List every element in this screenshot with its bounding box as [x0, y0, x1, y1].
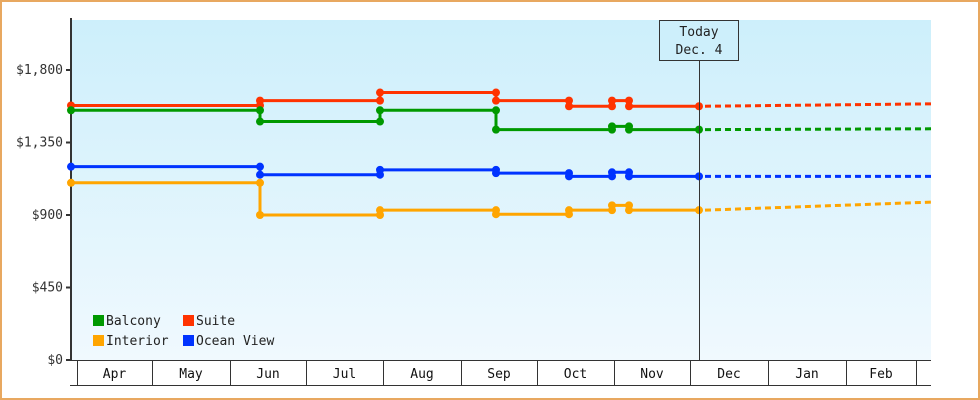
data-point-marker[interactable] — [608, 122, 616, 131]
data-point-marker[interactable] — [625, 172, 633, 181]
data-point-marker[interactable] — [608, 168, 616, 177]
x-axis: Apr May Jun Jul Aug Sep Oct Nov Dec Jan Feb — [70, 360, 931, 386]
forecast-line — [704, 200, 932, 212]
data-point-marker[interactable] — [565, 206, 573, 215]
month-label-jun: Jun — [256, 367, 279, 382]
legend: Balcony Suite Interior Ocean View — [93, 314, 274, 349]
month-label-may: May — [179, 367, 203, 382]
data-point-marker[interactable] — [492, 96, 500, 105]
month-label-jul: Jul — [333, 367, 356, 382]
today-date: Dec. 4 — [676, 43, 723, 58]
legend-label: Suite — [196, 314, 235, 329]
data-point-marker[interactable] — [67, 178, 75, 187]
data-point-marker[interactable] — [608, 96, 616, 105]
data-point-marker[interactable] — [67, 106, 75, 115]
data-point-marker[interactable] — [67, 162, 75, 171]
data-point-marker[interactable] — [376, 165, 384, 174]
legend-label: Ocean View — [196, 334, 274, 349]
month-label-oct: Oct — [564, 367, 587, 382]
today-label-box — [659, 20, 739, 61]
month-label-dec: Dec — [717, 367, 740, 382]
legend-swatch — [93, 335, 104, 346]
forecast-line — [704, 102, 932, 108]
data-point-marker[interactable] — [256, 170, 264, 179]
data-point-marker[interactable] — [492, 210, 500, 219]
forecast-line — [704, 127, 932, 132]
month-label-aug: Aug — [410, 367, 433, 382]
data-point-marker[interactable] — [625, 206, 633, 215]
data-point-marker[interactable] — [565, 172, 573, 181]
y-tick-label: $1,350 — [16, 136, 63, 151]
data-point-marker[interactable] — [608, 201, 616, 210]
data-point-marker[interactable] — [492, 125, 500, 134]
data-point-marker[interactable] — [376, 106, 384, 115]
data-point-marker[interactable] — [256, 211, 264, 219]
legend-item-ocean-view[interactable]: Ocean View — [183, 334, 274, 349]
series-interior — [67, 178, 932, 219]
data-point-marker[interactable] — [376, 88, 384, 97]
y-tick-label: $900 — [32, 208, 63, 223]
legend-label: Interior — [106, 334, 169, 349]
month-label-feb: Feb — [869, 367, 893, 382]
series-lines — [67, 88, 932, 219]
month-label-jan: Jan — [795, 367, 818, 382]
today-marker: Today Dec. 4 — [659, 20, 739, 360]
today-label: Today — [679, 25, 718, 40]
y-tick-label: $0 — [47, 353, 63, 368]
legend-item-balcony[interactable]: Balcony — [93, 314, 161, 329]
legend-swatch — [183, 315, 194, 326]
data-point-marker[interactable] — [565, 102, 573, 111]
data-point-marker[interactable] — [256, 117, 264, 126]
data-point-marker[interactable] — [625, 125, 633, 134]
month-label-sep: Sep — [487, 367, 511, 382]
data-point-marker[interactable] — [492, 169, 500, 178]
legend-item-suite[interactable]: Suite — [183, 314, 235, 329]
legend-label: Balcony — [106, 314, 161, 329]
data-point-marker[interactable] — [376, 206, 384, 215]
y-tick-label: $450 — [32, 281, 63, 296]
legend-swatch — [93, 315, 104, 326]
data-point-marker[interactable] — [256, 96, 264, 105]
y-tick-label: $1,800 — [16, 63, 63, 78]
month-label-apr: Apr — [103, 367, 127, 382]
series-balcony — [67, 106, 932, 134]
legend-item-interior[interactable]: Interior — [93, 334, 169, 349]
plot-area — [71, 20, 931, 360]
series-ocean-view — [67, 162, 931, 181]
y-axis: $0 $450 $900 $1,350 $1,800 — [16, 18, 72, 368]
data-point-marker[interactable] — [625, 102, 633, 111]
legend-swatch — [183, 335, 194, 346]
series-suite — [67, 88, 932, 111]
month-label-nov: Nov — [640, 367, 664, 382]
